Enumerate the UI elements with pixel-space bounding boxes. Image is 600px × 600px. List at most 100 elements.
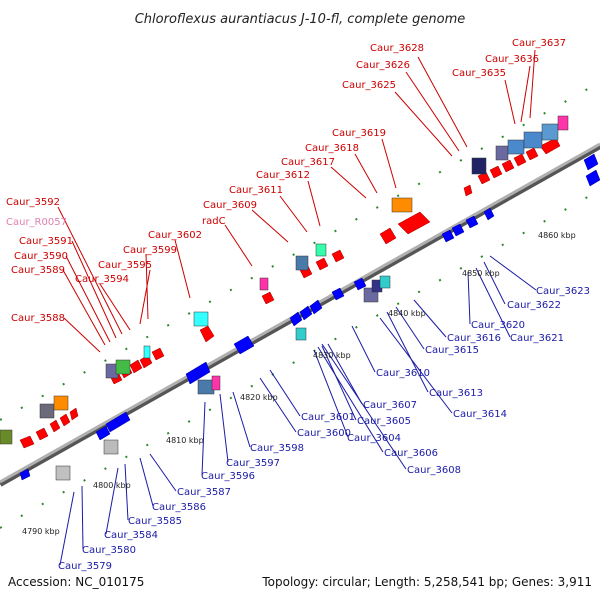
reverse-gene [465, 215, 479, 229]
forward-gene [379, 227, 397, 245]
forward-gene [69, 407, 79, 421]
tick-label: 4800 kbp [93, 481, 131, 490]
gene-label-top: Caur_3590 [14, 251, 68, 262]
feature-block [53, 395, 69, 411]
gene-label-top: Caur_3591 [19, 236, 73, 247]
gene-label-top: Caur_3609 [203, 200, 257, 211]
tick-label: 4810 kbp [166, 436, 204, 445]
forward-gene [489, 165, 503, 179]
feature-block [197, 379, 215, 395]
gene-label-top: Caur_3611 [229, 185, 283, 196]
forward-gene [19, 435, 35, 449]
gene-label-top: Caur_3592 [6, 197, 60, 208]
forward-gene [525, 147, 539, 161]
gene-label-bottom: Caur_3580 [82, 545, 136, 556]
forward-gene [49, 419, 61, 433]
gene-label-top: Caur_3628 [370, 43, 424, 54]
feature-block [391, 197, 413, 213]
reverse-strand-genes [19, 153, 600, 481]
gene-label-bottom: Caur_3610 [376, 368, 430, 379]
gene-label-top: Caur_R0057 [6, 217, 67, 228]
tick-label: 4820 kbp [240, 393, 278, 402]
forward-gene [261, 291, 275, 305]
feature-blocks [0, 115, 569, 481]
forward-gene [129, 359, 143, 374]
gene-label-bottom: Caur_3587 [177, 487, 231, 498]
tick-label: 4840 kbp [388, 309, 426, 318]
genome-backbone [0, 142, 600, 484]
feature-block [295, 327, 307, 341]
gene-label-bottom: Caur_3614 [453, 409, 507, 420]
gene-label-bottom: Caur_3608 [407, 465, 461, 476]
feature-block [523, 131, 543, 149]
tick-label: 4790 kbp [22, 527, 60, 536]
gene-label-bottom: Caur_3606 [384, 448, 438, 459]
gene-label-bottom: Caur_3605 [357, 416, 411, 427]
gene-label-bottom: Caur_3613 [429, 388, 483, 399]
gene-label-bottom: Caur_3620 [471, 320, 525, 331]
reverse-gene [583, 153, 599, 171]
gene-label-top: Caur_3626 [356, 60, 410, 71]
genome-summary-text: Topology: circular; Length: 5,258,541 bp… [261, 575, 592, 589]
forward-gene [35, 427, 49, 441]
feature-block [315, 243, 327, 257]
feature-block [471, 157, 487, 175]
feature-block [507, 139, 525, 155]
forward-gene [331, 249, 345, 263]
reverse-gene [451, 223, 465, 237]
gene-label-top: Caur_3612 [256, 170, 310, 181]
gene-label-top: Caur_3602 [148, 230, 202, 241]
forward-gene [199, 325, 215, 343]
reverse-gene [441, 229, 455, 243]
bottom-leader-lines [59, 255, 537, 566]
reverse-guide-track [0, 189, 600, 529]
forward-gene [151, 347, 165, 361]
feature-block [103, 439, 119, 455]
reverse-gene [483, 207, 495, 221]
gene-label-top: Caur_3636 [485, 54, 539, 65]
gene-label-bottom: Caur_3616 [447, 333, 501, 344]
forward-gene [315, 257, 329, 271]
gene-label-bottom: Caur_3601 [301, 412, 355, 423]
gene-label-bottom: Caur_3579 [58, 561, 112, 572]
forward-gene [539, 137, 561, 155]
gene-label-top: Caur_3619 [332, 128, 386, 139]
forward-gene [501, 159, 515, 173]
map-title: Chloroflexus aurantiacus J-10-fl, comple… [135, 12, 466, 27]
feature-block [0, 429, 13, 445]
accession-text: Accession: NC_010175 [8, 575, 144, 589]
gene-label-top: Caur_3589 [11, 265, 65, 276]
gene-label-bottom: Caur_3607 [363, 400, 417, 411]
feature-block [259, 277, 269, 291]
gene-label-bottom: Caur_3585 [128, 516, 182, 527]
reverse-gene [299, 305, 313, 321]
feature-block [39, 403, 55, 419]
reverse-gene [19, 468, 31, 481]
reverse-gene [289, 311, 303, 327]
feature-block [495, 145, 509, 161]
top-leader-lines [57, 49, 536, 353]
gene-label-top: Caur_3625 [342, 80, 396, 91]
reverse-gene [353, 277, 367, 291]
forward-guide-track [0, 81, 600, 421]
gene-label-bottom: Caur_3597 [226, 458, 280, 469]
tick-label: 4860 kbp [538, 231, 576, 240]
gene-label-bottom: Caur_3598 [250, 443, 304, 454]
feature-block [211, 375, 221, 391]
reverse-gene [233, 335, 255, 355]
gene-label-bottom: Caur_3604 [347, 433, 401, 444]
gene-label-bottom: Caur_3621 [510, 333, 564, 344]
genome-backbone-shadow [0, 143, 600, 487]
gene-label-bottom: Caur_3596 [201, 471, 255, 482]
tick-label: 4830 kbp [313, 351, 351, 360]
gene-label-bottom: Caur_3615 [425, 345, 479, 356]
gene-label-top: Caur_3599 [123, 245, 177, 256]
gene-label-bottom: Caur_3623 [536, 286, 590, 297]
gene-label-bottom: Caur_3600 [297, 428, 351, 439]
feature-block [541, 123, 559, 141]
feature-block [115, 359, 131, 375]
gene-label-top: radC [202, 216, 226, 227]
gene-label-top: Caur_3594 [75, 274, 129, 285]
forward-gene [463, 184, 473, 197]
